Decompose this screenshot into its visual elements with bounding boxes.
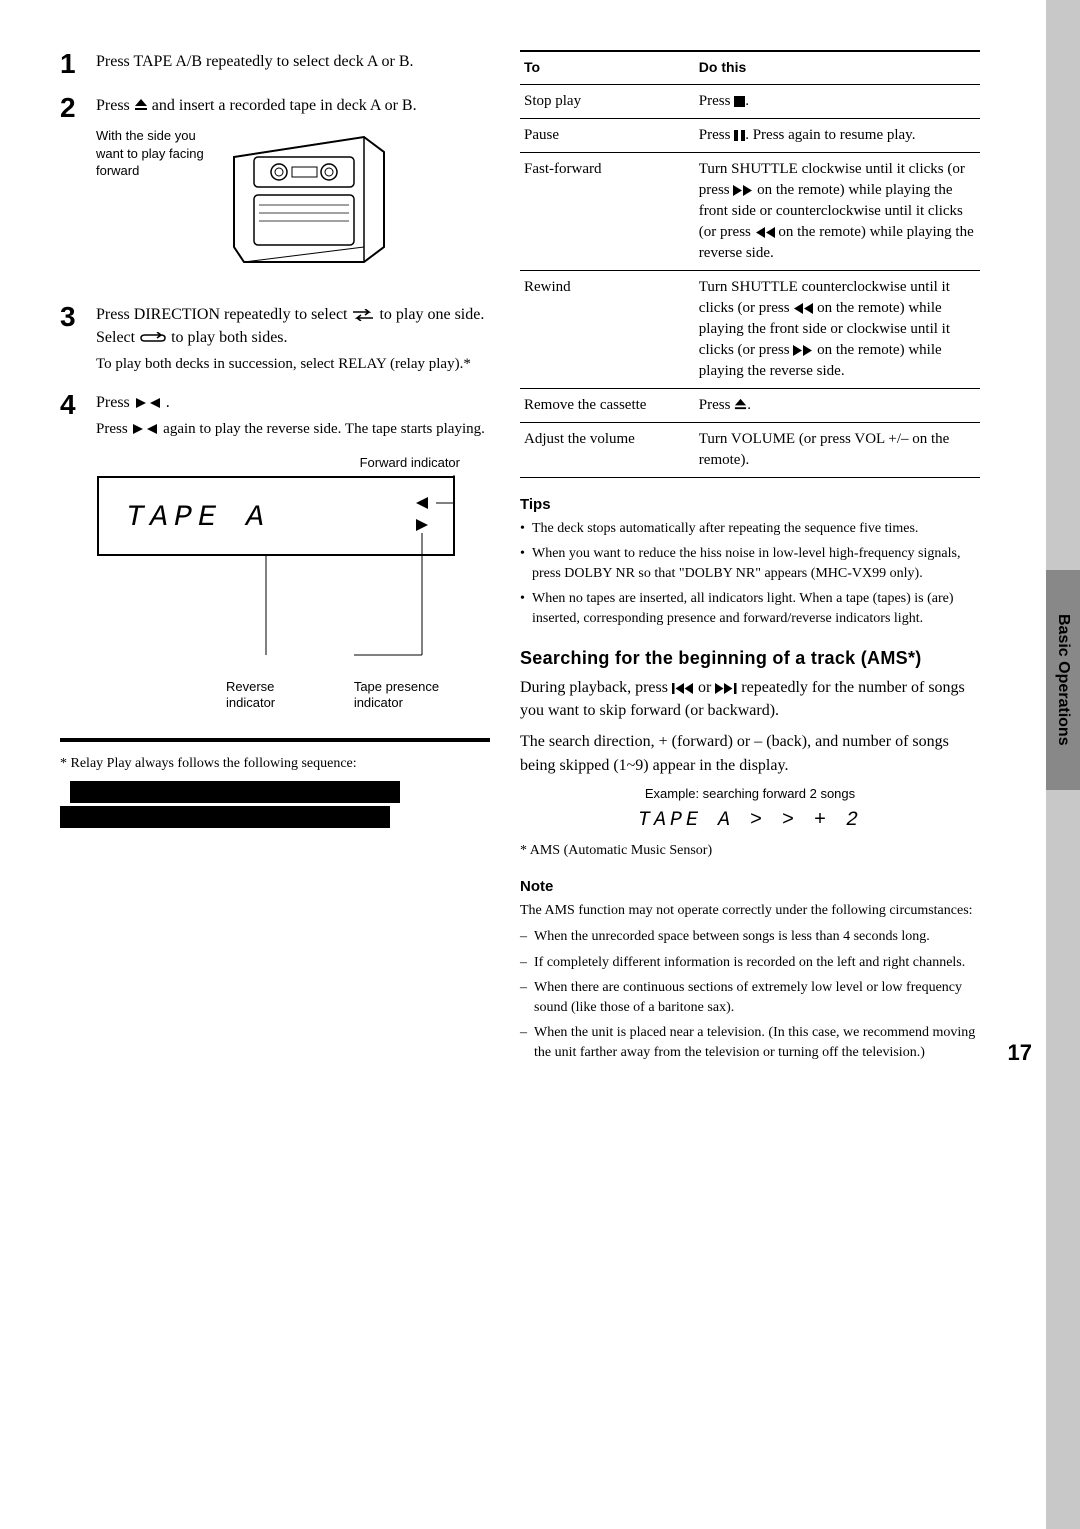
right-column: To Do this Stop play Press . Pause Press… xyxy=(520,50,980,1069)
notes-list: When the unrecorded space between songs … xyxy=(520,927,980,1063)
table-row: Adjust the volume Turn VOLUME (or press … xyxy=(520,422,980,477)
op-do: Press . Press again to resume play. xyxy=(695,118,980,152)
cassette-svg xyxy=(224,127,394,277)
op-to: Stop play xyxy=(520,84,695,118)
step-subtext: Press again to play the reverse side. Th… xyxy=(96,419,490,441)
direction-bothsides-icon xyxy=(139,332,167,344)
step-body: Press TAPE A/B repeatedly to select deck… xyxy=(96,50,490,78)
step-subtext: To play both decks in succession, select… xyxy=(96,354,490,376)
ams-heading: Searching for the beginning of a track (… xyxy=(520,647,980,670)
forward-indicator-label: Forward indicator xyxy=(96,454,490,473)
play-both-icon xyxy=(134,397,162,409)
step-number: 1 xyxy=(60,50,84,78)
table-row: Stop play Press . xyxy=(520,84,980,118)
text: Press xyxy=(96,394,134,411)
table-row: Fast-forward Turn SHUTTLE clockwise unti… xyxy=(520,152,980,270)
example-display: TAPE A > > + 2 xyxy=(520,807,980,835)
rw-icon xyxy=(755,227,775,238)
text: and insert a recorded tape in deck A or … xyxy=(152,97,417,114)
display-diagram: Forward indicator TAPE A xyxy=(96,454,490,711)
prev-track-icon xyxy=(672,683,694,694)
op-to: Adjust the volume xyxy=(520,422,695,477)
indicator-labels: Reverse indicator Tape presence indicato… xyxy=(96,679,490,712)
note-item: If completely different information is r… xyxy=(520,953,980,973)
ams-footnote: * AMS (Automatic Music Sensor) xyxy=(520,841,980,861)
tips-list: The deck stops automatically after repea… xyxy=(520,519,980,629)
step-3: 3 Press DIRECTION repeatedly to select t… xyxy=(60,303,490,375)
table-row: Remove the cassette Press . xyxy=(520,388,980,422)
stop-icon xyxy=(734,96,745,107)
note-item: When the unrecorded space between songs … xyxy=(520,927,980,947)
op-do: Turn VOLUME (or press VOL +/– on the rem… xyxy=(695,422,980,477)
relay-footnote: * Relay Play always follows the followin… xyxy=(60,754,490,774)
operations-table: To Do this Stop play Press . Pause Press… xyxy=(520,50,980,478)
ams-paragraph-1: During playback, press or repeatedly for… xyxy=(520,676,980,722)
tip-item: When no tapes are inserted, all indicato… xyxy=(520,589,980,628)
text: to play both sides. xyxy=(171,329,287,346)
op-to: Remove the cassette xyxy=(520,388,695,422)
note-heading: Note xyxy=(520,876,980,897)
cassette-label: With the side you want to play facing fo… xyxy=(96,127,216,180)
step-number: 4 xyxy=(60,391,84,719)
table-row: Rewind Turn SHUTTLE counterclockwise unt… xyxy=(520,270,980,388)
table-header-to: To xyxy=(520,51,695,84)
ams-paragraph-2: The search direction, + (forward) or – (… xyxy=(520,730,980,776)
seq-bar xyxy=(60,806,390,828)
note-item: When there are continuous sections of ex… xyxy=(520,978,980,1017)
table-header-do: Do this xyxy=(695,51,980,84)
op-do: Turn SHUTTLE counterclockwise until it c… xyxy=(695,270,980,388)
cassette-diagram: With the side you want to play facing fo… xyxy=(96,127,490,277)
note-item: When the unit is placed near a televisio… xyxy=(520,1023,980,1062)
presence-indicator-label: Tape presence indicator xyxy=(354,679,490,712)
ff-icon xyxy=(793,345,813,356)
step-number: 2 xyxy=(60,94,84,287)
example-label: Example: searching forward 2 songs xyxy=(520,785,980,803)
step-4: 4 Press . Press again to play the revers… xyxy=(60,391,490,719)
page-content: 1 Press TAPE A/B repeatedly to select de… xyxy=(0,0,1080,1099)
op-do: Turn SHUTTLE clockwise until it clicks (… xyxy=(695,152,980,270)
left-column: 1 Press TAPE A/B repeatedly to select de… xyxy=(60,50,490,1069)
step-body: Press DIRECTION repeatedly to select to … xyxy=(96,303,490,375)
op-to: Pause xyxy=(520,118,695,152)
step-1: 1 Press TAPE A/B repeatedly to select de… xyxy=(60,50,490,78)
tip-item: The deck stops automatically after repea… xyxy=(520,519,980,539)
eject-icon xyxy=(134,98,148,112)
pause-icon xyxy=(734,130,745,141)
divider xyxy=(60,738,490,742)
sequence-bars xyxy=(60,781,400,828)
page-number: 17 xyxy=(1008,1038,1032,1069)
play-both-icon xyxy=(131,423,159,435)
text: Press DIRECTION repeatedly to select xyxy=(96,306,351,323)
eject-icon xyxy=(734,398,747,411)
op-to: Rewind xyxy=(520,270,695,388)
step-body: Press . Press again to play the reverse … xyxy=(96,391,490,719)
ff-icon xyxy=(733,185,753,196)
display-text: TAPE A xyxy=(126,501,270,535)
next-track-icon xyxy=(715,683,737,694)
tip-item: When you want to reduce the hiss noise i… xyxy=(520,544,980,583)
tips-heading: Tips xyxy=(520,494,980,515)
step-2: 2 Press and insert a recorded tape in de… xyxy=(60,94,490,287)
op-do: Press . xyxy=(695,84,980,118)
note-intro: The AMS function may not operate correct… xyxy=(520,901,980,921)
direction-oneside-icon xyxy=(351,309,375,321)
text: . xyxy=(166,394,170,411)
op-to: Fast-forward xyxy=(520,152,695,270)
op-do: Press . xyxy=(695,388,980,422)
text: Press xyxy=(96,97,134,114)
step-body: Press and insert a recorded tape in deck… xyxy=(96,94,490,287)
reverse-indicator-label: Reverse indicator xyxy=(226,679,326,712)
step-number: 3 xyxy=(60,303,84,375)
display-svg: TAPE A xyxy=(96,475,456,675)
text: again to play the reverse side. The tape… xyxy=(163,421,485,437)
table-row: Pause Press . Press again to resume play… xyxy=(520,118,980,152)
seq-bar xyxy=(70,781,400,803)
text: Press xyxy=(96,421,131,437)
rw-icon xyxy=(793,303,813,314)
